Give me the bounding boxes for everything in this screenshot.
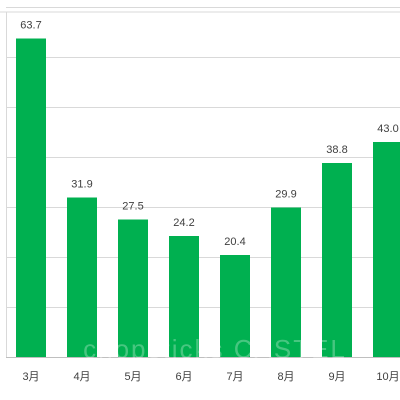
bar-3月 (16, 38, 46, 357)
bar-10月 (373, 142, 400, 357)
x-tick-label-3月: 3月 (22, 371, 39, 383)
x-tick-label-10月: 10月 (376, 371, 399, 383)
bar-9月 (322, 163, 352, 357)
x-tick-label-4月: 4月 (73, 371, 90, 383)
data-label-8月: 29.9 (275, 189, 296, 201)
watermark-text: chopsticks CASTEL (83, 334, 347, 364)
bar-8月 (271, 207, 301, 357)
data-label-5月: 27.5 (122, 201, 143, 213)
x-axis-ticks: 3月 4月 5月 6月 7月 8月 9月 10月 (22, 371, 399, 383)
bar-4月 (67, 197, 97, 357)
data-label-7月: 20.4 (224, 236, 245, 248)
data-labels: 63.7 31.9 27.5 24.2 20.4 29.9 38.8 43.0 (20, 20, 398, 249)
bar-5月 (118, 219, 148, 357)
data-label-3月: 63.7 (20, 20, 41, 32)
data-label-10月: 43.0 (377, 123, 398, 135)
bar-7月 (220, 255, 250, 357)
bars (16, 38, 400, 357)
data-label-6月: 24.2 (173, 217, 194, 229)
bar-6月 (169, 236, 199, 357)
x-tick-label-6月: 6月 (175, 371, 192, 383)
data-label-9月: 38.8 (326, 144, 347, 156)
x-tick-label-5月: 5月 (124, 371, 141, 383)
x-tick-label-9月: 9月 (328, 371, 345, 383)
x-tick-label-8月: 8月 (277, 371, 294, 383)
data-label-4月: 31.9 (71, 179, 92, 191)
x-tick-label-7月: 7月 (226, 371, 243, 383)
